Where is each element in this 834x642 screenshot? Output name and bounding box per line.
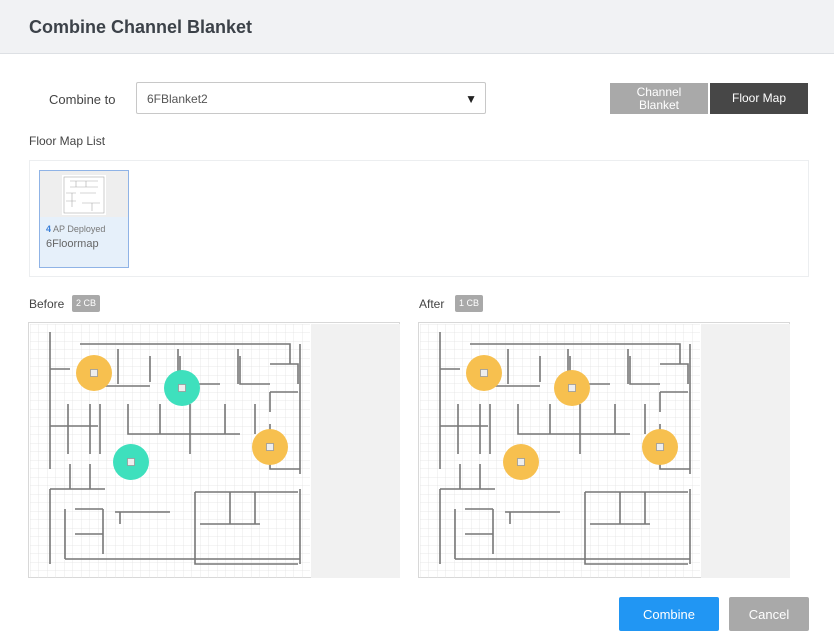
access-point-icon	[568, 384, 576, 392]
before-ap-4[interactable]	[113, 444, 149, 480]
map-margin	[701, 324, 790, 578]
access-point-icon	[656, 443, 664, 451]
dialog-header: Combine Channel Blanket	[0, 0, 834, 54]
before-floor-map	[28, 322, 400, 578]
cancel-button[interactable]: Cancel	[729, 597, 809, 631]
dialog-title: Combine Channel Blanket	[29, 17, 253, 37]
access-point-icon	[178, 384, 186, 392]
caret-down-icon: ▼	[465, 92, 477, 106]
access-point-icon	[127, 458, 135, 466]
floor-map-name: 6Floormap	[46, 238, 99, 250]
access-point-icon	[517, 458, 525, 466]
channel-blanket-toggle[interactable]: Channel Blanket	[610, 83, 708, 114]
floor-map-list-label: Floor Map List	[29, 134, 106, 148]
after-floor-map	[418, 322, 790, 578]
before-ap-1[interactable]	[76, 355, 112, 391]
access-point-icon	[266, 443, 274, 451]
floor-map-toggle[interactable]: Floor Map	[710, 83, 808, 114]
after-ap-1[interactable]	[466, 355, 502, 391]
combine-to-select[interactable]: 6FBlanket2 ▼	[136, 82, 486, 114]
before-ap-2[interactable]	[164, 370, 200, 406]
ap-deployed-count: 4 AP Deployed	[46, 224, 106, 234]
floor-map-card[interactable]: 4 AP Deployed 6Floormap	[39, 170, 129, 268]
access-point-icon	[90, 369, 98, 377]
combine-to-label: Combine to	[49, 92, 116, 107]
after-ap-4[interactable]	[503, 444, 539, 480]
after-cb-badge: 1 CB	[455, 295, 484, 312]
after-label: After	[419, 297, 445, 311]
after-ap-2[interactable]	[554, 370, 590, 406]
access-point-icon	[480, 369, 488, 377]
floor-map-thumbnail	[40, 171, 128, 217]
combine-to-value: 6FBlanket2	[147, 92, 208, 106]
floor-walls	[439, 332, 691, 565]
combine-button[interactable]: Combine	[619, 597, 719, 631]
after-ap-3[interactable]	[642, 429, 678, 465]
floor-map-list	[29, 160, 809, 277]
map-margin	[311, 324, 400, 578]
before-cb-badge: 2 CB	[72, 295, 101, 312]
floor-walls	[49, 332, 301, 565]
before-label: Before	[29, 297, 65, 311]
before-ap-3[interactable]	[252, 429, 288, 465]
